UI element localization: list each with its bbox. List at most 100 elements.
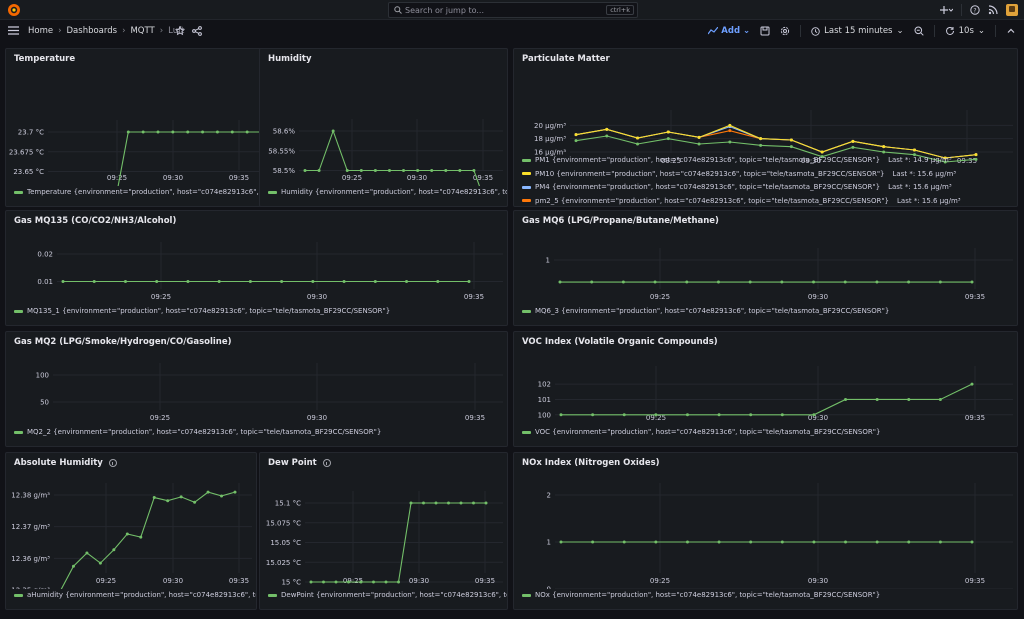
panel-title[interactable]: Gas MQ135 (CO/CO2/NH3/Alcohol) xyxy=(14,216,176,226)
legend-swatch xyxy=(14,593,23,597)
panel-humidity[interactable]: Humidity 58.4%58.45%58.5%58.55%58.6%09:25… xyxy=(259,48,508,207)
legend-item[interactable]: aHumidity {environment="production", hos… xyxy=(14,591,256,599)
data-point xyxy=(347,580,350,584)
data-point xyxy=(317,169,321,172)
y-tick-label: 12.35 g/m³ xyxy=(11,587,50,590)
legend-item[interactable]: MQ2_2 {environment="production", host="c… xyxy=(14,428,381,436)
panel-title[interactable]: NOx Index (Nitrogen Oxides) xyxy=(522,458,660,468)
data-point xyxy=(459,501,463,505)
panel-title[interactable]: Gas MQ2 (LPG/Smoke/Hydrogen/CO/Gasoline) xyxy=(14,337,232,347)
data-point xyxy=(728,140,732,144)
data-point xyxy=(402,169,406,172)
x-tick-label: 09:35 xyxy=(473,174,493,182)
legend-item[interactable]: PM4 {environment="production", host="c07… xyxy=(522,183,952,191)
panel-gas-mq2-lpg-smoke-hydrogen-co-gasoline[interactable]: Gas MQ2 (LPG/Smoke/Hydrogen/CO/Gasoline)… xyxy=(5,331,508,447)
legend-item[interactable]: PM10 {environment="production", host="c0… xyxy=(522,170,956,178)
refresh-picker[interactable]: 10s ⌄ xyxy=(945,26,985,36)
legend-item[interactable]: VOC {environment="production", host="c07… xyxy=(522,428,880,436)
panel-title[interactable]: Temperature xyxy=(14,54,75,64)
data-point xyxy=(843,280,847,284)
legend-item[interactable]: NOx {environment="production", host="c07… xyxy=(522,591,880,599)
panel-dew-point[interactable]: Dew Point 15 °C 15.025 °C 15.05 °C 15.075 °C… xyxy=(259,452,508,610)
time-series-chart[interactable]: 58.4%58.45%58.5%58.55%58.6%09:2509:3009:… xyxy=(260,67,508,186)
x-tick-label: 09:25 xyxy=(150,414,170,422)
breadcrumb-home[interactable]: Home xyxy=(28,26,54,36)
data-point xyxy=(748,280,752,284)
legend-item[interactable]: MQ6_3 {environment="production", host="c… xyxy=(522,307,889,315)
legend-item[interactable]: MQ135_1 {environment="production", host=… xyxy=(14,307,390,315)
rss-icon[interactable] xyxy=(988,5,998,15)
time-range-picker[interactable]: Last 15 minutes ⌄ xyxy=(811,26,904,36)
x-tick-label: 09:30 xyxy=(307,293,327,301)
help-icon[interactable]: ? xyxy=(970,5,980,15)
data-point xyxy=(126,130,130,134)
data-point xyxy=(685,413,689,417)
data-point xyxy=(193,500,197,504)
user-avatar[interactable] xyxy=(1006,4,1018,16)
dashboard-controls: Add ⌄ Last 15 minutes ⌄ 10s ⌄ xyxy=(708,24,1016,38)
time-series-chart[interactable]: 12.35 g/m³ 12.36 g/m³ 12.37 g/m³ 12.38 g/m³… xyxy=(6,471,257,589)
panel-title[interactable]: Gas MQ6 (LPG/Propane/Butane/Methane) xyxy=(522,216,719,226)
y-tick-label: 101 xyxy=(538,396,551,404)
data-point xyxy=(309,580,313,584)
star-icon[interactable] xyxy=(175,26,185,36)
panel-title-text: Dew Point xyxy=(268,458,317,468)
panel-nox-index-nitrogen-oxides[interactable]: NOx Index (Nitrogen Oxides) 0 1 2 09:25 09:30… xyxy=(513,452,1018,610)
panel-gas-mq6-lpg-propane-butane-methane[interactable]: Gas MQ6 (LPG/Propane/Butane/Methane) 0109… xyxy=(513,210,1018,326)
zoom-out-icon[interactable] xyxy=(914,26,924,36)
legend-item[interactable]: Temperature {environment="production", h… xyxy=(14,188,294,196)
save-icon[interactable] xyxy=(760,26,770,36)
panel-voc-index-volatile-organic-compounds[interactable]: VOC Index (Volatile Organic Compounds) 10… xyxy=(513,331,1018,447)
time-series-chart[interactable]: 0 1 2 09:25 09:30 09:35 xyxy=(514,471,1018,589)
breadcrumb-folder[interactable]: MQTT xyxy=(130,26,155,36)
x-tick-label: 09:35 xyxy=(475,577,495,585)
data-point xyxy=(405,280,409,283)
legend-label: Humidity {environment="production", host… xyxy=(281,188,507,196)
panel-title[interactable]: VOC Index (Volatile Organic Compounds) xyxy=(522,337,718,347)
panel-particulate-matter[interactable]: Particulate Matter 16 µg/m³ 18 µg/m³ 20 µg/… xyxy=(513,48,1018,207)
data-point xyxy=(484,501,488,505)
time-series-chart[interactable]: 0 50 100 09:25 09:30 09:35 xyxy=(6,350,508,426)
data-point xyxy=(970,540,974,544)
data-point xyxy=(409,501,413,505)
collapse-up-icon[interactable] xyxy=(1006,26,1016,36)
legend-item[interactable]: Humidity {environment="production", host… xyxy=(268,188,507,196)
search-input[interactable]: Search or jump to... ctrl+k xyxy=(388,2,638,18)
time-series-chart[interactable]: 16 µg/m³ 18 µg/m³ 20 µg/m³ 09:25 09:30 09:35 xyxy=(514,67,1018,177)
data-point xyxy=(559,413,563,417)
divider xyxy=(800,25,802,37)
legend-item[interactable]: PM1 {environment="production", host="c07… xyxy=(522,156,952,164)
legend-label: MQ135_1 {environment="production", host=… xyxy=(27,307,391,315)
data-point xyxy=(591,540,595,544)
data-point xyxy=(472,501,475,505)
data-point xyxy=(359,580,363,584)
data-point xyxy=(112,548,116,552)
add-button[interactable]: Add ⌄ xyxy=(708,26,750,36)
panel-gas-mq135-co-co2-nh3-alcohol[interactable]: Gas MQ135 (CO/CO2/NH3/Alcohol) 00.010.020… xyxy=(5,210,508,326)
data-point xyxy=(780,413,784,417)
legend-item[interactable]: DewPoint {environment="production", host… xyxy=(268,591,507,599)
panel-title[interactable]: Dew Point xyxy=(268,458,331,468)
panel-title[interactable]: Particulate Matter xyxy=(522,54,610,64)
legend-swatch xyxy=(268,190,277,194)
settings-gear-icon[interactable] xyxy=(780,26,790,36)
y-tick-label: 0 xyxy=(547,586,551,590)
menu-icon[interactable] xyxy=(8,26,19,35)
time-series-chart[interactable]: 100 101 102 09:25 09:30 09:35 xyxy=(514,350,1018,426)
panel-title[interactable]: Humidity xyxy=(268,54,312,64)
info-icon[interactable] xyxy=(108,459,117,467)
legend-item[interactable]: pm2_5 {environment="production", host="c… xyxy=(522,197,961,205)
time-series-chart[interactable]: 15 °C 15.025 °C 15.05 °C 15.075 °C 15.1 °C 09… xyxy=(260,471,508,589)
share-icon[interactable] xyxy=(192,26,202,36)
info-icon[interactable] xyxy=(322,459,331,467)
legend-swatch xyxy=(14,430,23,434)
breadcrumb-dashboards[interactable]: Dashboards xyxy=(66,26,118,36)
plus-icon[interactable] xyxy=(939,5,953,15)
grafana-logo-icon[interactable] xyxy=(7,3,21,17)
x-tick-label: 09:30 xyxy=(808,293,828,301)
panel-title[interactable]: Absolute Humidity xyxy=(14,458,117,468)
data-point xyxy=(152,496,156,500)
